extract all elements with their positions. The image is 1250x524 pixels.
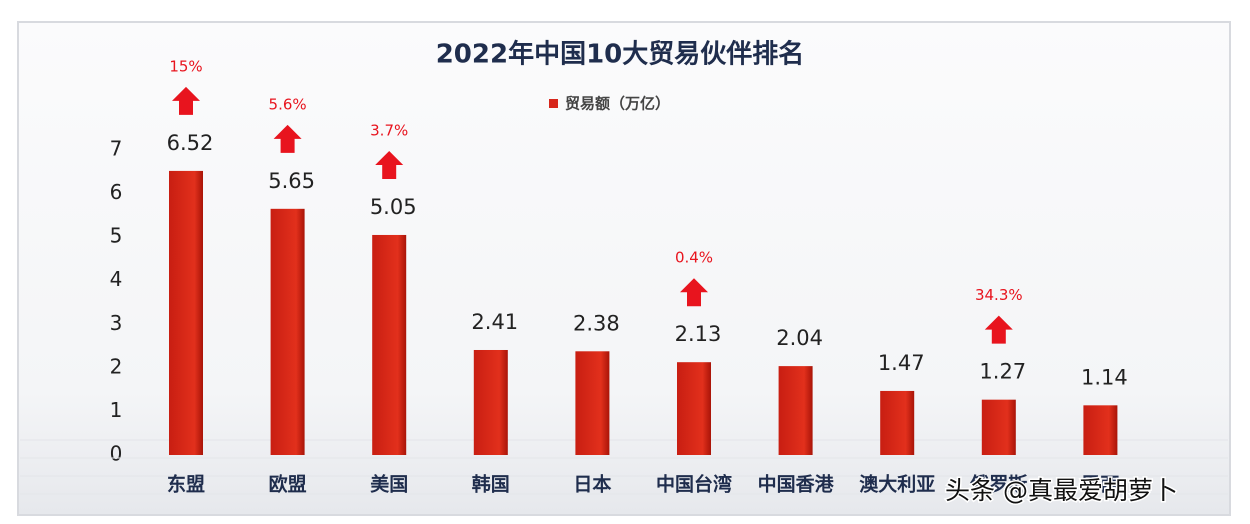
bar xyxy=(1083,405,1118,455)
growth-arrow xyxy=(984,315,1013,344)
y-tick-label: 7 xyxy=(110,137,123,161)
value-label: 2.41 xyxy=(471,310,518,334)
y-tick-label: 1 xyxy=(110,398,123,422)
value-label: 5.05 xyxy=(370,195,417,219)
x-tick-label: 韩国 xyxy=(472,473,510,496)
x-tick-label: 美国 xyxy=(370,473,408,496)
growth-arrow xyxy=(680,278,708,307)
value-label: 5.65 xyxy=(268,169,315,193)
x-tick-label: 日本 xyxy=(573,473,611,496)
bar xyxy=(677,362,711,455)
bar xyxy=(372,234,407,455)
bar xyxy=(169,170,203,455)
x-tick-label: 中国香港 xyxy=(758,473,835,496)
bar xyxy=(575,351,610,455)
legend-label: 贸易额（万亿） xyxy=(565,95,670,113)
value-label: 1.14 xyxy=(1081,365,1128,389)
value-label: 2.04 xyxy=(776,326,823,350)
x-tick-label: 东盟 xyxy=(167,473,205,496)
bar xyxy=(778,366,813,455)
growth-label: 15% xyxy=(169,57,202,75)
value-label: 2.13 xyxy=(675,322,722,346)
y-tick-label: 4 xyxy=(110,267,123,291)
growth-arrow xyxy=(273,124,302,153)
bar xyxy=(270,208,305,455)
value-label: 2.38 xyxy=(573,311,620,335)
legend-swatch xyxy=(549,99,558,108)
y-tick-label: 3 xyxy=(110,311,123,335)
value-label: 1.47 xyxy=(878,351,925,375)
growth-arrow xyxy=(172,86,200,115)
x-tick-label: 欧盟 xyxy=(269,473,307,496)
value-label: 6.52 xyxy=(167,131,214,155)
growth-arrow xyxy=(375,150,404,179)
chart-frame xyxy=(17,21,1231,516)
growth-label: 5.6% xyxy=(269,95,307,113)
value-label: 1.27 xyxy=(979,360,1026,384)
y-tick-label: 2 xyxy=(110,354,123,378)
bar xyxy=(880,390,915,455)
x-tick-label: 俄罗斯 xyxy=(969,473,1027,496)
x-tick-label: 巴西 xyxy=(1081,474,1119,496)
x-tick-label: 澳大利亚 xyxy=(859,473,935,496)
x-tick-label: 中国台湾 xyxy=(656,473,732,496)
growth-label: 3.7% xyxy=(370,121,408,139)
growth-label: 0.4% xyxy=(675,249,713,267)
y-tick-label: 0 xyxy=(110,442,123,466)
growth-label: 34.3% xyxy=(975,286,1023,304)
watermark: 头条 @真最爱胡萝卜 xyxy=(945,476,1178,505)
bar xyxy=(981,399,1016,455)
bar xyxy=(473,349,508,455)
y-tick-label: 6 xyxy=(110,180,123,204)
y-tick-label: 5 xyxy=(110,224,123,248)
chart-title: 2022年中国10大贸易伙伴排名 xyxy=(436,39,805,70)
